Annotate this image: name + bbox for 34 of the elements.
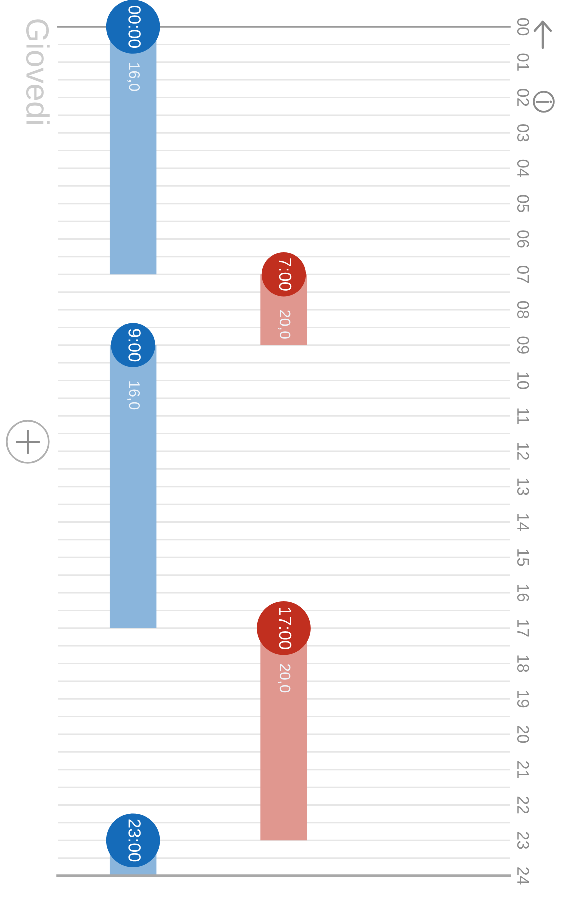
y-tick-label: 23 <box>517 832 530 850</box>
annotation: 23:00 <box>128 820 141 862</box>
y-tick-label: 00 <box>517 18 530 36</box>
y-tick-label: 22 <box>518 796 530 814</box>
series-label: 16,0 <box>127 382 140 410</box>
annotation: 9:00 <box>128 329 141 362</box>
y-tick-label: 19 <box>517 691 530 708</box>
annotation: 7:00 <box>279 258 292 291</box>
y-tick-label: 11 <box>518 408 530 424</box>
y-tick-label: 02 <box>517 89 530 106</box>
y-tick-label: 01 <box>517 54 530 71</box>
series-label: 20,0 <box>278 664 291 693</box>
y-tick-label: 05 <box>517 195 530 212</box>
y-tick-label: 15 <box>517 550 530 566</box>
y-tick-label: 17 <box>518 620 530 637</box>
y-tick-label: 18 <box>517 656 530 672</box>
y-tick-label: 20 <box>517 726 530 744</box>
annotation: 17:00 <box>279 608 292 650</box>
series-label: 16,0 <box>127 63 140 92</box>
y-tick-label: 12 <box>518 444 530 460</box>
y-tick-label: 04 <box>517 160 530 178</box>
y-tick-label: 21 <box>518 761 530 778</box>
y-tick-label: 14 <box>518 514 530 532</box>
y-tick-label: 06 <box>517 230 530 248</box>
y-tick-label: 07 <box>517 266 530 284</box>
annotation: 00:00 <box>128 6 141 48</box>
y-tick-label: 10 <box>517 372 530 390</box>
y-tick-label: 16 <box>517 585 530 602</box>
y-tick-label: 09 <box>517 336 530 354</box>
y-tick-label: 24 <box>518 868 530 885</box>
y-tick-label: 08 <box>517 301 530 319</box>
y-tick-label: 03 <box>517 124 530 142</box>
series-label: 20,0 <box>278 310 291 339</box>
y-tick-label: 13 <box>517 478 530 496</box>
